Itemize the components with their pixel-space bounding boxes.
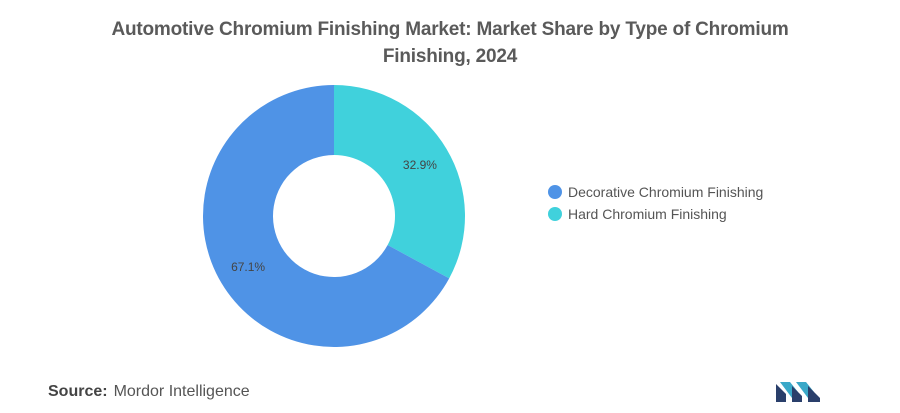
legend-label-decorative: Decorative Chromium Finishing xyxy=(568,184,764,200)
slice-hard-chromium xyxy=(334,85,465,279)
legend: Decorative Chromium Finishing Hard Chrom… xyxy=(548,181,763,225)
source-label: Source: xyxy=(48,383,108,400)
chart-title-line-1: Automotive Chromium Finishing Market: Ma… xyxy=(111,19,789,40)
mordor-logo-icon xyxy=(776,382,820,402)
legend-swatch-decorative xyxy=(548,185,562,199)
legend-swatch-hard xyxy=(548,207,562,221)
legend-item-hard: Hard Chromium Finishing xyxy=(548,203,763,225)
data-label-decorative: 67.1% xyxy=(231,260,265,274)
source-footer: Source: Mordor Intelligence xyxy=(48,383,250,401)
chart-title-line-2: Finishing, 2024 xyxy=(382,46,518,67)
legend-item-decorative: Decorative Chromium Finishing xyxy=(548,181,763,203)
chart-title: Automotive Chromium Finishing Market: Ma… xyxy=(100,16,800,70)
data-label-hard: 32.9% xyxy=(403,158,437,172)
legend-label-hard: Hard Chromium Finishing xyxy=(568,206,727,222)
source-value: Mordor Intelligence xyxy=(113,383,250,400)
slice-decorative-chromium xyxy=(202,85,450,348)
